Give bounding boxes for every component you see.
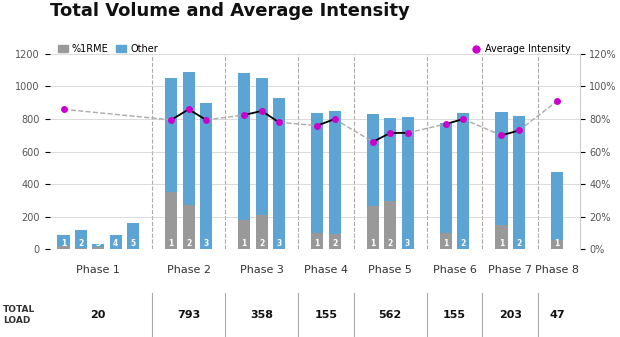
Bar [182, 205, 195, 249]
Legend: %1RME, Other: %1RME, Other [55, 40, 162, 58]
Bar [92, 244, 104, 247]
Text: 2: 2 [461, 239, 466, 248]
Text: Phase 6: Phase 6 [433, 265, 477, 275]
Text: 155: 155 [314, 310, 337, 320]
Text: 358: 358 [250, 310, 273, 320]
Bar [551, 172, 563, 240]
Text: TOTAL
LOAD: TOTAL LOAD [3, 305, 35, 325]
Bar [329, 234, 341, 249]
Bar [200, 103, 212, 249]
Text: 3: 3 [203, 239, 209, 248]
Bar [311, 233, 324, 249]
Bar [384, 118, 396, 201]
Text: Total Volume and Average Intensity: Total Volume and Average Intensity [50, 2, 409, 20]
Text: Phase 7: Phase 7 [488, 265, 532, 275]
Bar [329, 111, 341, 234]
Text: Phase 4: Phase 4 [304, 265, 348, 275]
Bar [495, 112, 508, 225]
Text: Phase 3: Phase 3 [240, 265, 283, 275]
Text: 2: 2 [186, 239, 191, 248]
Text: 562: 562 [379, 310, 402, 320]
Text: 2: 2 [388, 239, 393, 248]
Text: 1: 1 [443, 239, 448, 248]
Text: Phase 5: Phase 5 [368, 265, 412, 275]
Text: Phase 1: Phase 1 [76, 265, 120, 275]
Text: 4: 4 [113, 239, 118, 248]
Text: 20: 20 [91, 310, 106, 320]
Bar [127, 223, 139, 249]
Text: 5: 5 [130, 239, 136, 248]
Text: 1: 1 [554, 239, 560, 248]
Bar [238, 220, 250, 249]
Bar [58, 246, 69, 249]
Bar [367, 206, 379, 249]
Bar [165, 79, 177, 192]
Text: 3: 3 [277, 239, 281, 248]
Bar [495, 225, 508, 249]
Bar [165, 192, 177, 249]
Bar [551, 240, 563, 249]
Text: 793: 793 [177, 310, 200, 320]
Text: 47: 47 [549, 310, 565, 320]
Text: 3: 3 [95, 239, 101, 248]
Bar [75, 230, 87, 248]
Text: 203: 203 [498, 310, 521, 320]
Bar [92, 247, 104, 249]
Text: Phase 2: Phase 2 [167, 265, 211, 275]
Bar [513, 116, 525, 249]
Text: 1: 1 [242, 239, 247, 248]
Text: Phase 8: Phase 8 [535, 265, 579, 275]
Text: 1: 1 [169, 239, 174, 248]
Bar [58, 235, 69, 246]
Bar [255, 78, 268, 215]
Bar [311, 113, 324, 233]
Bar [238, 73, 250, 220]
Text: 2: 2 [332, 239, 337, 248]
Legend: Average Intensity: Average Intensity [467, 40, 575, 58]
Text: 2: 2 [259, 239, 264, 248]
Bar [182, 72, 195, 205]
Text: 3: 3 [405, 239, 410, 248]
Bar [110, 235, 122, 249]
Bar [367, 114, 379, 206]
Text: 155: 155 [443, 310, 466, 320]
Text: 1: 1 [61, 239, 66, 248]
Text: 2: 2 [78, 239, 84, 248]
Text: 2: 2 [516, 239, 521, 248]
Bar [75, 248, 87, 249]
Text: 1: 1 [370, 239, 376, 248]
Bar [440, 123, 452, 233]
Text: 1: 1 [314, 239, 320, 248]
Bar [255, 215, 268, 249]
Bar [384, 201, 396, 249]
Text: 1: 1 [499, 239, 504, 248]
Bar [402, 118, 414, 249]
Bar [440, 233, 452, 249]
Bar [457, 113, 469, 249]
Bar [273, 98, 285, 249]
